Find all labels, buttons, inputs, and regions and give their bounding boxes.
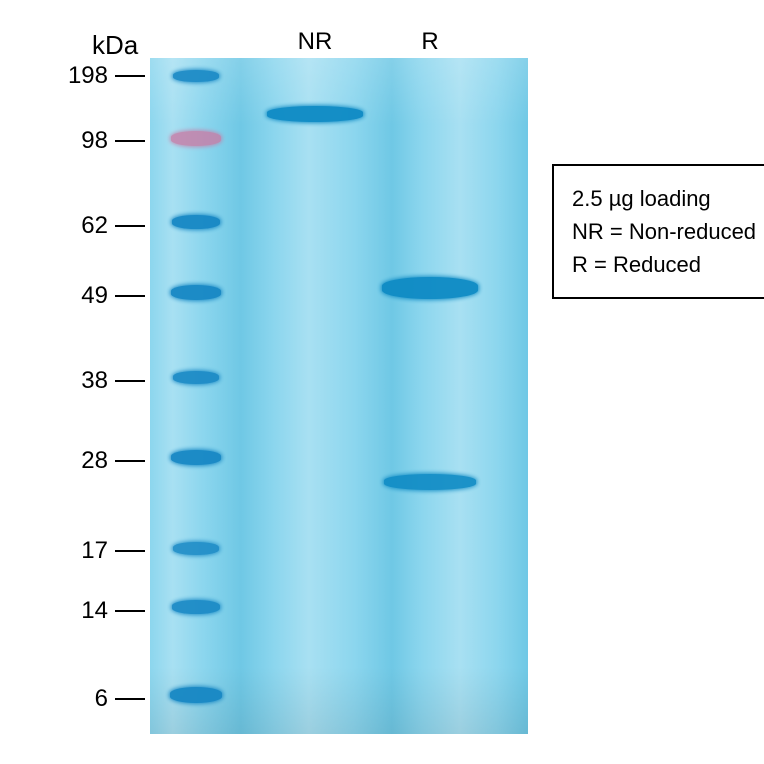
gel-shade-overlay [150,58,528,734]
gel-band [173,371,219,384]
y-tick-mark [115,225,145,227]
y-tick-label: 14 [58,597,108,625]
y-tick-label: 62 [58,212,108,240]
axis-unit-label: kDa [92,30,138,61]
y-tick-label: 38 [58,367,108,395]
y-tick-mark [115,75,145,77]
gel-band [267,106,363,122]
y-tick-mark [115,610,145,612]
y-tick-label: 49 [58,282,108,310]
lane-label: R [405,28,455,56]
legend-line: NR = Non-reduced [572,215,756,248]
legend-line: R = Reduced [572,248,756,281]
gel-band [173,542,219,555]
y-tick-mark [115,380,145,382]
gel-band [384,474,476,490]
gel-band [172,215,220,229]
gel-band [170,687,222,703]
y-tick-label: 28 [58,447,108,475]
y-tick-label: 198 [58,62,108,90]
y-tick-mark [115,460,145,462]
y-tick-label: 6 [58,685,108,713]
gel-band [171,131,221,146]
gel-band [171,450,221,465]
gel-band [172,600,220,614]
gel-band [173,70,219,82]
legend-box: 2.5 µg loadingNR = Non-reducedR = Reduce… [552,164,764,299]
y-tick-label: 17 [58,537,108,565]
gel-band [382,277,478,299]
legend-line: 2.5 µg loading [572,182,756,215]
y-tick-label: 98 [58,127,108,155]
gel-figure-container: kDa 198 98 62 49 38 28 17 14 6 NR R 2.5 µg loadin… [0,0,764,764]
y-tick-mark [115,550,145,552]
y-tick-mark [115,698,145,700]
lane-label: NR [290,28,340,56]
y-tick-mark [115,140,145,142]
y-tick-mark [115,295,145,297]
gel-image [150,58,528,734]
gel-band [171,285,221,300]
